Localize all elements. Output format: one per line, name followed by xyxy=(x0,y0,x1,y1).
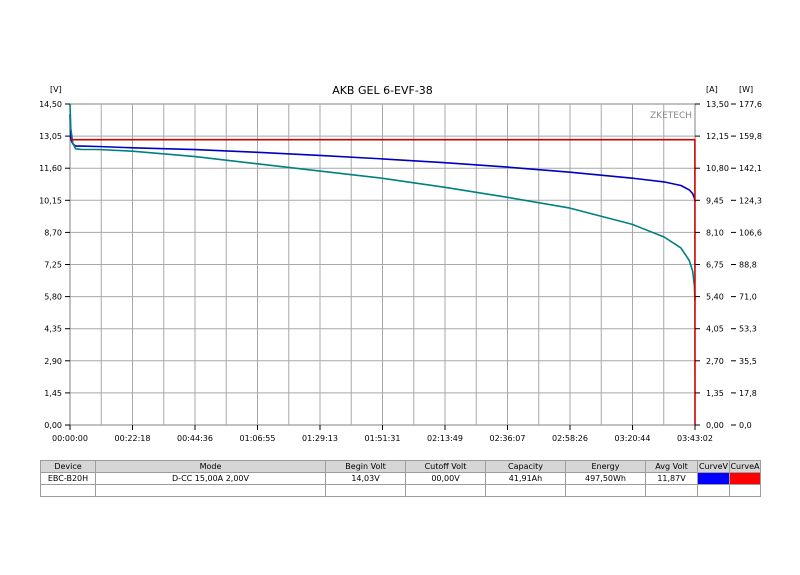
y-tick-label-voltage: 13,05 xyxy=(39,132,62,141)
empty-cell xyxy=(405,484,486,497)
series-layer xyxy=(69,103,696,426)
y-tick-label-voltage: 0,00 xyxy=(44,421,62,430)
x-tick-label: 01:29:13 xyxy=(302,434,338,443)
y-tick-label-power: 124,3 xyxy=(739,196,762,205)
empty-cell xyxy=(40,484,96,497)
y-tick-label-current: 6,75 xyxy=(706,261,724,270)
empty-cell xyxy=(95,484,326,497)
voltage-unit-label: [V] xyxy=(50,85,62,94)
y-tick-label-power: 159,8 xyxy=(739,132,762,141)
header-device: Device xyxy=(40,460,96,473)
curve-a-color-swatch[interactable] xyxy=(729,472,761,485)
y-tick-label-current: 5,40 xyxy=(706,293,724,302)
y-tick-label-current: 10,80 xyxy=(706,164,729,173)
table-header-row: Device Mode Begin Volt Cutoff Volt Capac… xyxy=(40,460,761,473)
table-row-empty xyxy=(40,484,761,497)
y-tick-label-current: 12,15 xyxy=(706,132,729,141)
header-capacity: Capacity xyxy=(485,460,566,473)
x-tick-label: 00:00:00 xyxy=(52,434,88,443)
y-tick-label-voltage: 4,35 xyxy=(44,325,62,334)
header-cutoff-volt: Cutoff Volt xyxy=(405,460,486,473)
empty-cell xyxy=(697,484,730,497)
x-tick-label: 02:58:26 xyxy=(552,434,588,443)
y-tick-label-power: 142,1 xyxy=(739,164,762,173)
series-line-current xyxy=(70,138,696,426)
header-mode: Mode xyxy=(95,460,326,473)
y-tick-label-power: 88,8 xyxy=(739,261,757,270)
empty-cell xyxy=(565,484,646,497)
power-unit-label: [W] xyxy=(739,85,753,94)
y-tick-label-voltage: 5,80 xyxy=(44,293,62,302)
y-tick-label-power: 177,6 xyxy=(739,100,762,109)
header-curve-v: CurveV xyxy=(697,460,730,473)
y-tick-label-voltage: 10,15 xyxy=(39,196,62,205)
cell-cutoff-volt: 00,00V xyxy=(405,472,486,485)
y-tick-label-current: 0,00 xyxy=(706,421,724,430)
brand-watermark: ZKETECH xyxy=(650,111,692,121)
chart-title: AKB GEL 6-EVF-38 xyxy=(332,84,433,97)
y-tick-label-voltage: 2,90 xyxy=(44,357,62,366)
empty-cell xyxy=(729,484,761,497)
cell-avg-volt: 11,87V xyxy=(645,472,698,485)
series-line-voltage xyxy=(69,114,696,202)
x-tick-label: 02:13:49 xyxy=(427,434,463,443)
x-tick-label: 01:06:55 xyxy=(240,434,276,443)
y-tick-label-current: 4,05 xyxy=(706,325,724,334)
empty-cell xyxy=(485,484,566,497)
current-unit-label: [A] xyxy=(706,85,718,94)
header-energy: Energy xyxy=(565,460,646,473)
header-begin-volt: Begin Volt xyxy=(325,460,406,473)
y-tick-label-voltage: 11,60 xyxy=(39,164,62,173)
y-tick-label-current: 2,70 xyxy=(706,357,724,366)
empty-cell xyxy=(645,484,698,497)
y-tick-label-current: 8,10 xyxy=(706,228,724,237)
y-tick-label-voltage: 14,50 xyxy=(39,100,62,109)
y-tick-label-power: 53,3 xyxy=(739,325,757,334)
x-tick-label: 03:43:02 xyxy=(677,434,713,443)
cell-device: EBC-B20H xyxy=(40,472,96,485)
header-curve-a: CurveA xyxy=(729,460,761,473)
curve-v-color-swatch[interactable] xyxy=(697,472,730,485)
x-tick-label: 02:36:07 xyxy=(490,434,526,443)
y-tick-label-power: 35,5 xyxy=(739,357,757,366)
y-tick-label-power: 17,8 xyxy=(739,389,757,398)
x-tick-label: 00:22:18 xyxy=(115,434,151,443)
header-avg-volt: Avg Volt xyxy=(645,460,698,473)
series-line-power xyxy=(69,103,696,301)
grid-lines xyxy=(70,104,695,425)
y-tick-label-voltage: 1,45 xyxy=(44,389,62,398)
y-tick-label-current: 13,50 xyxy=(706,100,729,109)
cell-capacity: 41,91Ah xyxy=(485,472,566,485)
discharge-chart: 0,00 1,45 2,90 4,35 5,80 7,25 8,70 10,15 11,60 13… xyxy=(39,84,762,443)
y-tick-label-voltage: 8,70 xyxy=(44,228,62,237)
test-summary-table: Device Mode Begin Volt Cutoff Volt Capac… xyxy=(40,460,761,497)
y-tick-label-power: 106,6 xyxy=(739,228,762,237)
x-tick-label: 01:51:31 xyxy=(365,434,401,443)
y-tick-label-power: 71,0 xyxy=(739,293,757,302)
x-tick-label: 00:44:36 xyxy=(177,434,213,443)
y-tick-label-voltage: 7,25 xyxy=(44,261,62,270)
y-tick-label-current: 9,45 xyxy=(706,196,724,205)
x-tick-label: 03:20:44 xyxy=(615,434,651,443)
axis-layer: 0,00 1,45 2,90 4,35 5,80 7,25 8,70 10,15 11,60 13… xyxy=(39,100,762,443)
empty-cell xyxy=(325,484,406,497)
y-tick-label-power: 0,0 xyxy=(739,421,752,430)
table-row: EBC-B20H D-CC 15,00A 2,00V 14,03V 00,00V… xyxy=(40,472,761,485)
y-tick-label-current: 1,35 xyxy=(706,389,724,398)
cell-begin-volt: 14,03V xyxy=(325,472,406,485)
cell-energy: 497,50Wh xyxy=(565,472,646,485)
cell-mode: D-CC 15,00A 2,00V xyxy=(95,472,326,485)
